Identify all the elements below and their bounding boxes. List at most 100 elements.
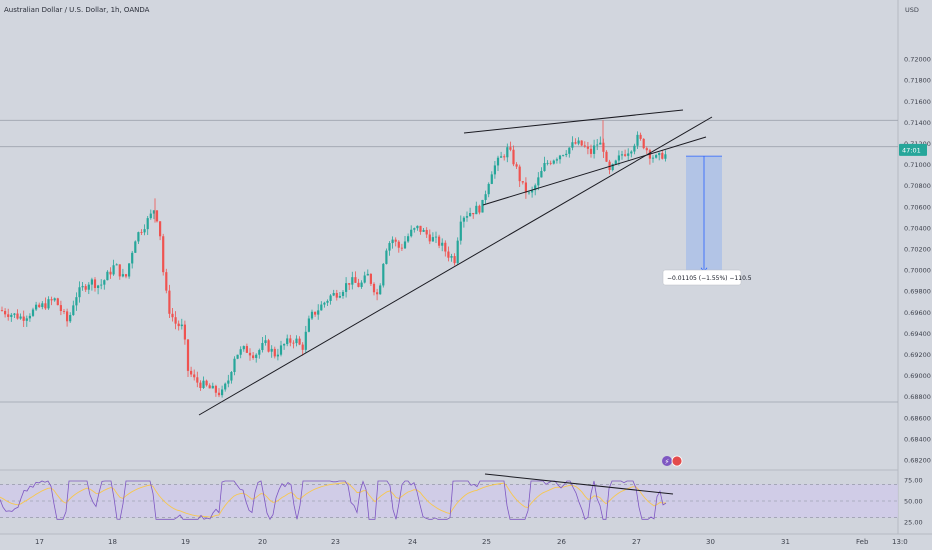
candle-down xyxy=(642,138,645,150)
candle-down xyxy=(639,132,642,141)
candle-up xyxy=(562,154,565,157)
candle-body xyxy=(69,315,72,322)
candle-body xyxy=(115,264,118,266)
candle-body xyxy=(369,273,372,284)
candle-body xyxy=(382,263,385,286)
candle-body xyxy=(248,352,252,356)
candle-body xyxy=(28,315,31,319)
candle-body xyxy=(416,225,419,229)
candle-down xyxy=(44,297,47,310)
wedge-upper-line xyxy=(463,109,684,134)
price-tick-label: 0.69400 xyxy=(904,330,931,338)
candle-down xyxy=(521,181,524,185)
candle-up xyxy=(407,233,410,243)
candle-body xyxy=(317,310,320,315)
candle-body xyxy=(366,273,369,276)
candle-up xyxy=(97,284,100,295)
candle-body xyxy=(174,317,177,324)
candle-down xyxy=(438,234,441,249)
candle-up xyxy=(527,191,531,195)
candle-body xyxy=(106,271,109,281)
candle-down xyxy=(140,229,143,235)
candle-up xyxy=(555,157,558,164)
candle-down xyxy=(397,240,400,253)
time-tick-label: 30 xyxy=(706,538,715,546)
candle-down xyxy=(515,162,518,170)
candle-up xyxy=(270,345,273,358)
candle-up xyxy=(131,250,134,269)
price-tick-label: 0.68200 xyxy=(904,457,931,465)
candle-body xyxy=(252,355,255,358)
candle-body xyxy=(428,234,431,242)
candle-up xyxy=(310,309,314,321)
candle-body xyxy=(186,339,190,371)
candle-body xyxy=(453,256,456,264)
candle-body xyxy=(146,218,149,230)
candle-up xyxy=(227,374,230,388)
candle-down xyxy=(59,300,62,316)
candle-down xyxy=(124,273,128,279)
candle-body xyxy=(202,380,205,388)
candle-body xyxy=(87,284,90,290)
candle-body xyxy=(230,372,233,381)
candle-down xyxy=(289,334,292,347)
candle-body xyxy=(205,380,208,386)
rsi-tick-label: 25.00 xyxy=(904,518,923,526)
candle-up xyxy=(403,235,407,249)
candle-up xyxy=(320,301,323,311)
candle-body xyxy=(441,242,444,246)
candle-body xyxy=(651,157,655,159)
candle-up xyxy=(490,171,493,185)
time-tick-label: 17 xyxy=(35,538,44,546)
candle-body xyxy=(245,346,248,353)
candle-up xyxy=(239,346,242,359)
candle-body xyxy=(512,149,515,165)
candle-body xyxy=(143,229,146,233)
candle-body xyxy=(661,152,664,159)
candle-up xyxy=(295,335,298,347)
candle-body xyxy=(363,275,366,283)
candle-body xyxy=(540,170,543,178)
candle-down xyxy=(444,240,447,257)
candle-body xyxy=(270,348,273,352)
candle-body xyxy=(38,304,41,308)
candle-body xyxy=(524,182,527,193)
candle-up xyxy=(596,139,599,151)
candle-up xyxy=(137,231,140,245)
candle-body xyxy=(267,340,270,352)
candle-up xyxy=(543,156,546,172)
candle-body xyxy=(484,194,487,200)
candle-up xyxy=(112,259,115,276)
candle-up xyxy=(255,353,258,363)
candle-down xyxy=(608,159,611,175)
candle-body xyxy=(289,338,292,343)
candle-body xyxy=(345,283,348,292)
candle-up xyxy=(69,312,72,323)
candle-down xyxy=(93,277,97,292)
candle-body xyxy=(527,192,531,194)
candle-body xyxy=(388,243,391,251)
candle-up xyxy=(72,300,75,316)
candle-up xyxy=(620,150,624,160)
candle-up xyxy=(391,236,394,249)
lightning-glyph: ⚡ xyxy=(665,458,670,466)
candle-body xyxy=(292,342,295,344)
candle-body xyxy=(149,213,152,219)
candle-down xyxy=(372,282,376,296)
candle-down xyxy=(453,253,456,266)
candle-up xyxy=(416,225,419,231)
candle-body xyxy=(35,304,38,310)
candle-down xyxy=(661,150,664,160)
candle-body xyxy=(22,316,25,321)
range-label-box xyxy=(662,269,742,286)
candle-body xyxy=(655,155,658,158)
candle-body xyxy=(543,163,546,171)
candle-body xyxy=(624,154,627,156)
candle-up xyxy=(434,231,438,244)
rsi-band xyxy=(0,484,898,518)
candle-up xyxy=(630,150,633,158)
candle-body xyxy=(13,313,16,315)
candle-body xyxy=(177,323,180,327)
candle-body xyxy=(62,311,66,312)
